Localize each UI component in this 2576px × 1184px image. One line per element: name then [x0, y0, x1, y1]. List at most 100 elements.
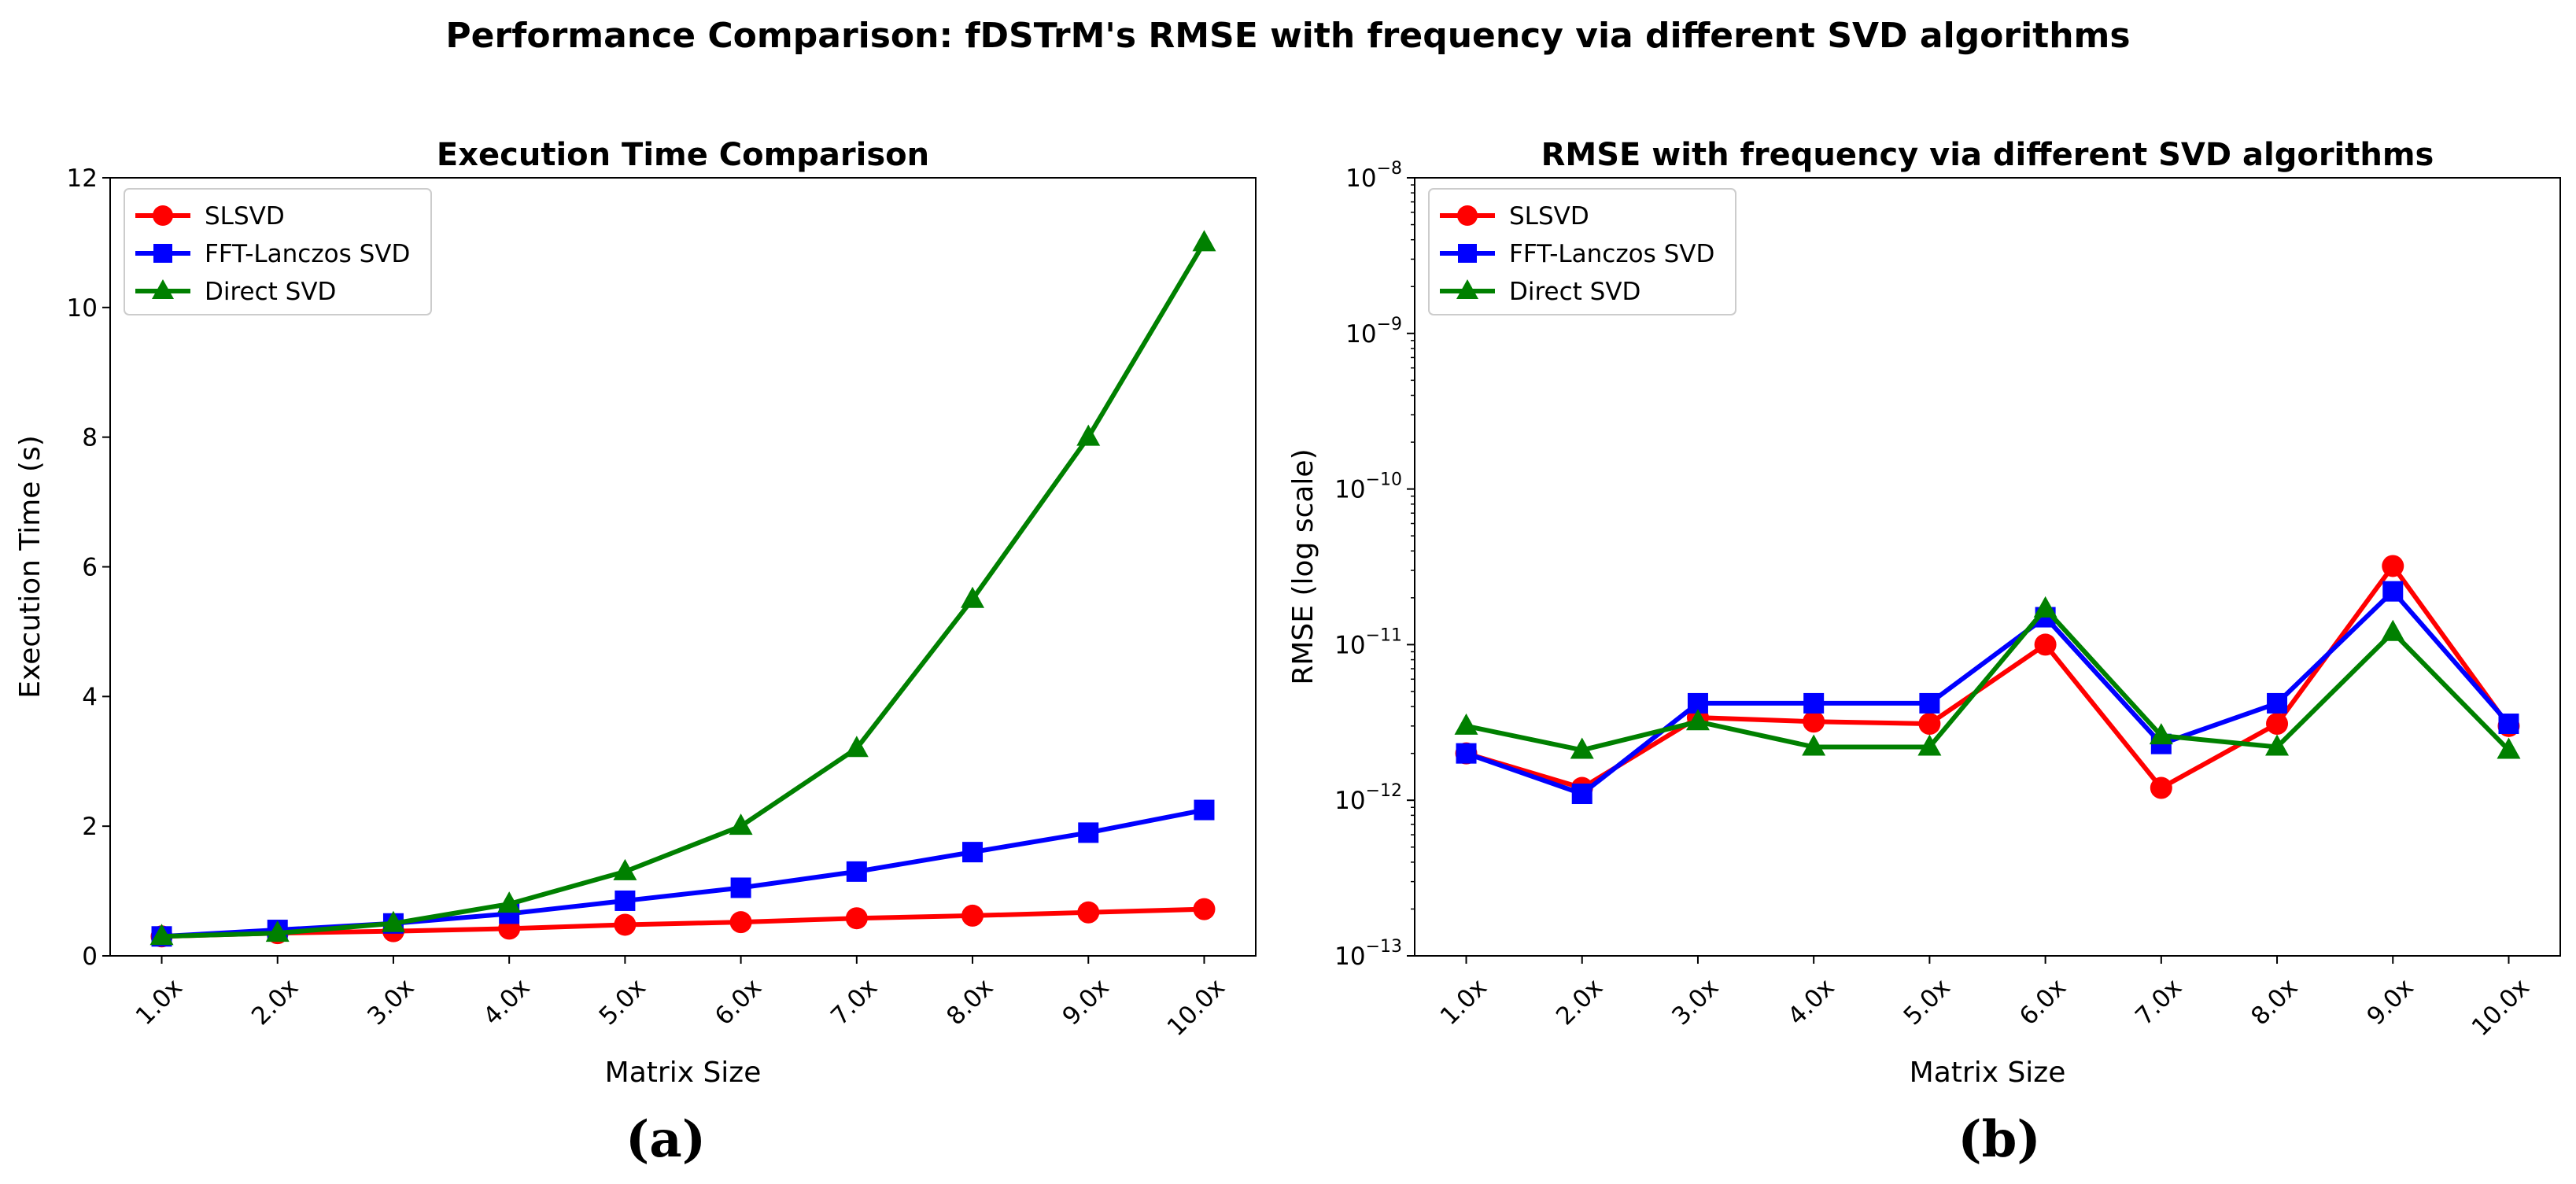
- legend-marker-triangle: [152, 279, 174, 299]
- data-point-triangle: [149, 924, 174, 946]
- data-point-square: [2498, 714, 2519, 735]
- data-point-triangle: [961, 586, 985, 608]
- legend-marker-triangle: [1456, 279, 1478, 299]
- data-point-circle: [1803, 710, 1825, 733]
- y-tick-label: 2: [82, 813, 98, 841]
- data-point-square: [1571, 784, 1592, 805]
- y-tick-base: 10: [1334, 476, 1365, 504]
- data-point-square: [1803, 692, 1825, 714]
- x-tick-label: 8.0x: [941, 973, 998, 1031]
- data-point-triangle: [2381, 619, 2405, 641]
- data-point-circle: [729, 911, 752, 934]
- subplot-title: Execution Time Comparison: [437, 137, 929, 173]
- y-tick-base: 10: [1334, 631, 1365, 659]
- x-axis-label: Matrix Size: [605, 1057, 762, 1089]
- y-tick-label: 0: [82, 942, 98, 971]
- legend-marker-square: [153, 244, 172, 263]
- data-point-circle: [1193, 898, 1216, 920]
- data-point-square: [1078, 822, 1099, 843]
- data-point-triangle: [1917, 734, 1942, 756]
- panel-caption: (a): [626, 1110, 706, 1169]
- legend-marker-circle: [153, 205, 173, 226]
- y-tick-exponent: −8: [1377, 159, 1402, 179]
- y-tick-base: 10: [1345, 164, 1376, 193]
- data-point-triangle: [1192, 230, 1216, 252]
- series-line-fft-lanczos-svd: [1465, 588, 2511, 797]
- legend-label: Direct SVD: [205, 278, 336, 306]
- series-line-fft-lanczos-svd: [161, 807, 1205, 939]
- axes-frame: [1414, 177, 2561, 957]
- y-tick-label: 10−9: [1345, 315, 1402, 349]
- y-tick-exponent: −13: [1366, 937, 1402, 957]
- x-tick-label: 1.0x: [1435, 973, 1493, 1031]
- data-point-circle: [845, 907, 868, 930]
- x-tick-label: 4.0x: [478, 973, 535, 1031]
- data-point-circle: [2266, 713, 2289, 736]
- data-point-circle: [1918, 713, 1941, 736]
- data-point-circle: [2150, 776, 2172, 799]
- legend-label: FFT-Lanczos SVD: [205, 240, 410, 268]
- y-tick-exponent: −9: [1377, 315, 1402, 334]
- data-point-circle: [2382, 555, 2404, 577]
- y-tick-exponent: −12: [1366, 781, 1402, 801]
- data-point-triangle: [2149, 723, 2173, 745]
- data-point-square: [1919, 692, 1940, 714]
- data-point-triangle: [2497, 737, 2521, 759]
- data-point-circle: [961, 904, 984, 927]
- x-tick-label: 4.0x: [1782, 973, 1840, 1031]
- legend: SLSVD FFT-Lanczos SVD Direct SVD: [1428, 188, 1736, 315]
- x-tick-label: 5.0x: [594, 973, 651, 1031]
- series-line-slsvd: [161, 906, 1205, 939]
- y-axis-label: RMSE (log scale): [1287, 448, 1319, 684]
- y-tick-label: 10−11: [1334, 625, 1402, 659]
- data-point-triangle: [497, 891, 522, 913]
- data-point-square: [1194, 799, 1215, 821]
- x-tick-label: 8.0x: [2246, 973, 2303, 1031]
- y-tick-base: 10: [1334, 942, 1365, 971]
- data-point-square: [962, 842, 984, 863]
- legend-marker-circle: [1457, 205, 1478, 226]
- panel-rmse: RMSE with frequency via different SVD al…: [1287, 137, 2561, 1169]
- data-point-square: [846, 861, 867, 882]
- data-point-triangle: [613, 858, 637, 880]
- legend-marker-square: [1458, 244, 1477, 263]
- y-tick-label: 10: [67, 294, 98, 323]
- legend-frame: [124, 188, 432, 315]
- data-point-circle: [614, 913, 637, 936]
- data-point-triangle: [381, 910, 405, 932]
- y-tick-exponent: −10: [1366, 470, 1402, 490]
- data-point-square: [614, 890, 636, 911]
- x-tick-label: 7.0x: [825, 973, 883, 1031]
- data-point-triangle: [265, 920, 290, 942]
- x-tick-label: 2.0x: [246, 973, 304, 1031]
- y-tick-label: 10−12: [1334, 781, 1402, 815]
- y-tick-label: 4: [82, 683, 98, 711]
- series-line-direct-svd: [1465, 606, 2511, 753]
- x-tick-label: 9.0x: [2361, 973, 2419, 1031]
- y-tick-label: 10−8: [1345, 159, 1402, 193]
- y-axis-label: Execution Time (s): [14, 435, 46, 699]
- data-point-triangle: [1454, 713, 1478, 735]
- figure-title: Performance Comparison: fDSTrM's RMSE wi…: [445, 16, 2130, 56]
- x-tick-label: 10.0x: [2467, 973, 2535, 1042]
- data-point-square: [2267, 692, 2288, 714]
- x-tick-label: 6.0x: [710, 973, 767, 1031]
- data-point-triangle: [844, 736, 869, 758]
- y-tick-exponent: −11: [1366, 625, 1402, 645]
- panel-execution-time: Execution Time Comparison 0 2 4 6 8 10 12 1.0x 2.…: [14, 137, 1257, 1169]
- x-tick-label: 3.0x: [362, 973, 419, 1031]
- legend: SLSVD FFT-Lanczos SVD Direct SVD: [124, 188, 432, 315]
- x-tick-label: 6.0x: [2014, 973, 2072, 1031]
- x-tick-label: 2.0x: [1551, 973, 1608, 1031]
- data-point-square: [2382, 581, 2404, 602]
- data-point-circle: [2034, 633, 2057, 656]
- series-line-direct-svd: [161, 241, 1207, 939]
- data-point-triangle: [1685, 709, 1710, 731]
- y-tick-label: 6: [82, 554, 98, 582]
- y-tick-label: 10−10: [1334, 470, 1402, 504]
- x-tick-label: 1.0x: [131, 973, 188, 1031]
- legend-label: SLSVD: [1509, 202, 1589, 231]
- y-tick-label: 12: [67, 164, 98, 193]
- y-tick-label: 10−13: [1334, 937, 1402, 971]
